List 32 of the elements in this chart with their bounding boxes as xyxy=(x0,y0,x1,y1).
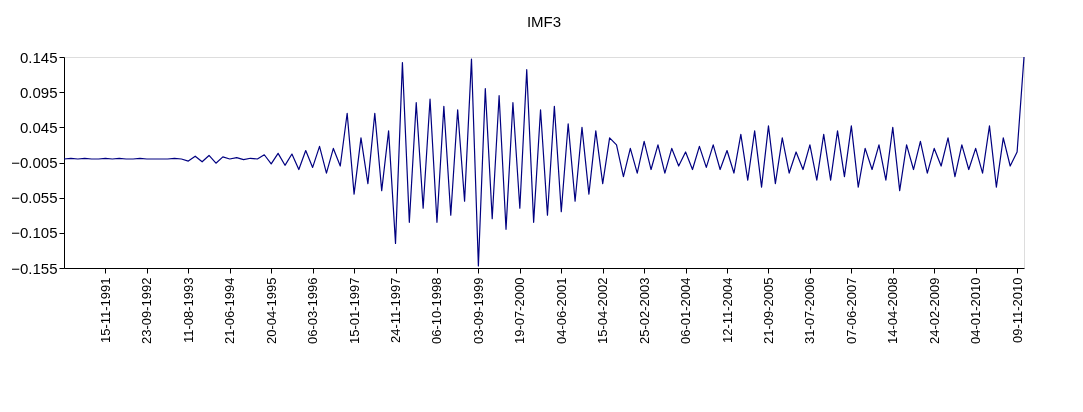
x-tick-label: 04-01-2010 xyxy=(968,277,984,344)
x-tick-label: 24-02-2009 xyxy=(926,277,942,344)
x-tick-label: 07-06-2007 xyxy=(843,277,859,344)
y-tick-label: −0.155 xyxy=(11,259,58,277)
x-tick-label: 03-09-1999 xyxy=(470,277,486,344)
y-tick-label: −0.055 xyxy=(11,189,58,207)
x-tick-label: 19-07-2000 xyxy=(512,277,528,344)
y-tick-label: 0.145 xyxy=(19,48,58,66)
y-tick-label: 0.045 xyxy=(19,118,58,136)
x-tick-label: 06-01-2004 xyxy=(678,277,694,344)
y-tick-label: 0.095 xyxy=(19,83,58,101)
x-tick-label: 21-06-1994 xyxy=(222,277,238,344)
x-tick-label: 06-03-1996 xyxy=(305,277,321,344)
x-tick-label: 06-10-1998 xyxy=(429,277,445,344)
line-series xyxy=(63,56,1025,267)
x-tick-label: 09-11-2010 xyxy=(1009,277,1025,344)
x-tick-label: 21-09-2005 xyxy=(760,277,776,344)
x-tick-label: 25-02-2003 xyxy=(636,277,652,344)
chart-title: IMF3 xyxy=(526,13,562,30)
y-tick-label: −0.105 xyxy=(11,224,58,242)
x-tick-label: 31-07-2006 xyxy=(802,277,818,344)
x-tick-label: 24-11-1997 xyxy=(388,277,404,344)
x-tick-label: 23-09-1992 xyxy=(139,277,155,344)
x-tick-label: 04-06-2001 xyxy=(553,277,569,344)
x-tick-label: 11-08-1993 xyxy=(180,277,196,344)
x-tick-label: 12-11-2004 xyxy=(719,277,735,344)
x-tick-label: 15-11-1991 xyxy=(97,277,113,344)
x-tick-label: 15-01-1997 xyxy=(346,277,362,344)
x-tick-label: 20-04-1995 xyxy=(263,277,279,344)
y-tick-label: −0.005 xyxy=(11,154,58,171)
x-tick-label: 14-04-2008 xyxy=(885,277,901,344)
x-tick-label: 15-04-2002 xyxy=(595,277,611,344)
